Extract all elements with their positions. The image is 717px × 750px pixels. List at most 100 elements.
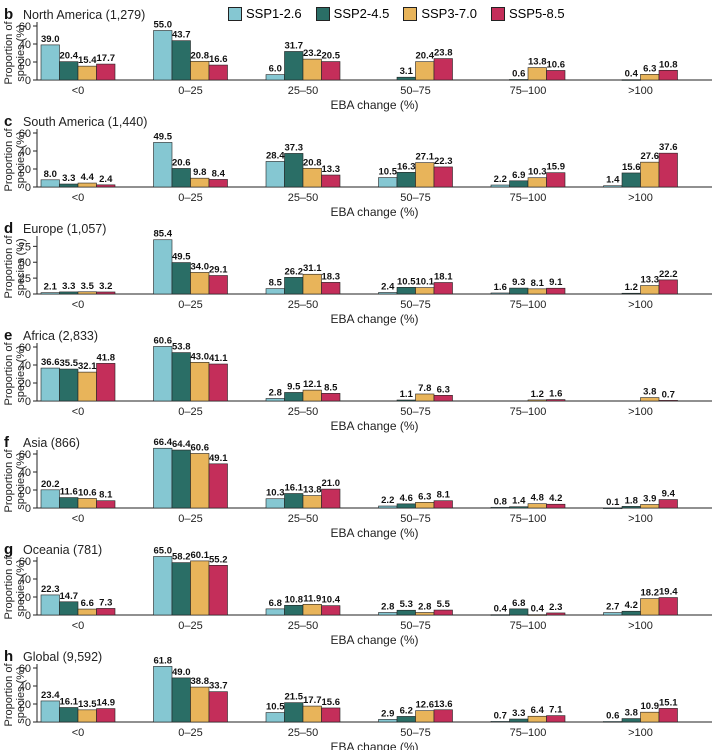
legend-item-ssp5: SSP5-8.5 [490,6,565,21]
bar-ssp3-7.0-1 [190,361,210,402]
bar-ssp2-4.5-3 [396,399,416,402]
bar-ssp1-2.6-1 [153,30,173,81]
data-label: 1.4 [606,175,620,186]
svg-text:Proportion ofspecies (%): Proportion ofspecies (%) [3,21,27,85]
data-label: 8.0 [44,169,57,180]
bar-ssp5-8.5-5 [658,279,678,295]
data-label: 15.6 [622,162,641,173]
data-label: 41.8 [97,352,116,363]
x-tick-label: 0–25 [178,727,202,739]
data-label: 60.1 [191,550,210,561]
data-label: 15.9 [547,162,566,173]
x-tick-label: 0–25 [178,299,202,311]
bar-ssp3-7.0-3 [415,287,435,295]
x-tick-label: 0–25 [178,406,202,418]
data-label: 8.4 [212,168,226,179]
data-label: 10.1 [416,277,435,288]
data-label: 29.1 [209,265,228,276]
data-label: 15.4 [78,55,97,66]
bar-ssp3-7.0-3 [415,162,435,188]
x-tick-label: 50–75 [400,299,431,311]
legend-item-ssp2: SSP2-4.5 [315,6,389,21]
bar-ssp1-2.6-4 [490,184,510,188]
bar-ssp2-4.5-2 [284,702,304,723]
data-label: 16.1 [60,697,79,708]
data-label: 9.5 [287,381,301,392]
data-label: 2.8 [269,387,282,398]
data-label: 13.8 [528,57,547,68]
data-label: 16.1 [285,483,304,494]
x-tick-label: 50–75 [400,620,431,632]
x-axis-label: EBA change (%) [330,312,418,326]
bar-ssp1-2.6-0 [40,367,60,402]
bar-ssp2-4.5-5 [621,718,641,723]
x-tick-label: <0 [72,192,85,204]
data-label: 10.4 [322,595,341,606]
panel-c: c South America (1,440)Proportion ofspeci… [3,113,712,219]
data-label: 19.4 [659,587,678,598]
bar-ssp5-8.5-3 [433,282,453,295]
bar-ssp5-8.5-1 [208,275,228,295]
data-label: 16.6 [209,54,228,65]
bar-ssp5-8.5-5 [658,708,678,723]
bar-ssp5-8.5-5 [658,499,678,509]
bar-ssp2-4.5-4 [509,79,529,81]
data-label: 9.8 [193,167,206,178]
bar-ssp5-8.5-0 [96,63,116,81]
y-axis-label: Proportion ofspecies (%) [3,21,27,85]
data-label: 3.8 [643,387,656,398]
panel-g: g Oceania (781)Proportion ofspecies (%)0 2… [3,541,712,647]
legend-item-ssp3: SSP3-7.0 [403,6,477,21]
bar-ssp1-2.6-1 [153,556,173,616]
y-axis-label: Proportion ofspecies (%) [3,235,27,299]
data-label: 10.8 [285,594,304,605]
bar-ssp5-8.5-4 [546,612,566,616]
bar-ssp2-4.5-4 [509,287,529,295]
x-tick-label: 50–75 [400,513,431,525]
data-label: 9.4 [662,489,676,500]
y-axis-label: Proportion ofspecies (%) [3,663,27,727]
bar-ssp1-2.6-1 [153,346,173,402]
bar-ssp1-2.6-3 [378,505,398,509]
x-tick-label: 0–25 [178,192,202,204]
data-label: 6.2 [400,705,413,716]
bar-ssp3-7.0-3 [415,710,435,723]
bar-ssp1-2.6-2 [265,74,285,81]
x-tick-label: <0 [72,620,85,632]
bar-ssp1-2.6-1 [153,239,173,295]
bar-ssp5-8.5-0 [96,500,116,509]
data-label: 10.3 [528,167,547,178]
data-label: 0.4 [531,604,545,615]
panel-title: North America (1,279) [23,8,145,22]
data-label: 3.3 [62,281,75,292]
bar-ssp2-4.5-0 [59,497,79,509]
panel-f: f Asia (866)Proportion ofspecies (%)0 20 40… [3,434,712,540]
data-label: 0.4 [625,69,639,80]
data-label: 35.5 [60,358,79,369]
bar-ssp3-7.0-1 [190,60,210,81]
data-label: 23.8 [434,48,453,59]
x-axis-label: EBA change (%) [330,419,418,433]
data-label: 3.3 [512,708,525,719]
bar-ssp3-7.0-4 [527,715,547,723]
panel-letter: b [4,6,13,23]
legend-swatch-ssp1 [228,6,242,21]
y-tick-label: 60 [19,663,31,675]
x-tick-label: 0–25 [178,85,202,97]
data-label: 49.5 [154,131,173,142]
data-label: 32.1 [78,361,97,372]
y-tick-label: 60 [19,556,31,568]
data-label: 6.8 [512,598,525,609]
data-label: 13.6 [434,699,453,710]
bar-ssp2-4.5-1 [171,449,191,509]
x-tick-label: 75–100 [510,727,547,739]
data-label: 5.5 [437,599,451,610]
data-label: 18.1 [434,272,453,283]
bar-ssp2-4.5-0 [59,291,79,295]
data-label: 11.6 [60,487,78,498]
bar-ssp5-8.5-1 [208,565,228,616]
bar-ssp1-2.6-2 [265,712,285,723]
bar-ssp2-4.5-3 [396,609,416,616]
y-tick-label: 60 [19,342,31,354]
data-label: 1.1 [400,389,414,400]
